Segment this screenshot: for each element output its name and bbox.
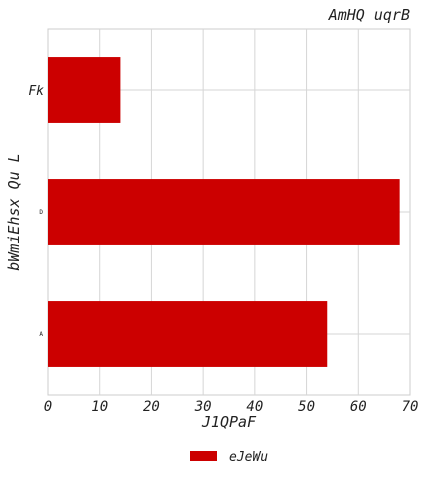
- bars: [48, 57, 400, 367]
- x-tick-label: 70: [402, 399, 419, 415]
- x-tick-label: 50: [298, 399, 315, 415]
- legend-swatch: [190, 451, 217, 461]
- y-tick-label: D: [39, 209, 43, 216]
- x-tick-label: 20: [143, 399, 160, 415]
- y-tick-labels: Fk D A: [28, 84, 44, 338]
- legend-label: eJeWu: [229, 450, 268, 465]
- chart-title: AmHQ uqrB: [328, 6, 410, 24]
- y-axis-title: bWmiEhsx Qu L: [5, 153, 23, 270]
- bar-d: [48, 179, 400, 245]
- x-tick-label: 0: [44, 399, 52, 415]
- y-tick-label: Fk: [28, 84, 44, 99]
- bar-a: [48, 301, 328, 367]
- legend: eJeWu: [190, 450, 268, 465]
- x-axis-title: J1QPaF: [201, 413, 257, 431]
- x-tick-label: 10: [91, 399, 108, 415]
- x-tick-label: 30: [194, 399, 212, 415]
- y-tick-label: A: [39, 331, 43, 338]
- bar-fk: [48, 57, 121, 123]
- x-tick-label: 60: [350, 399, 367, 415]
- x-tick-label: 40: [246, 399, 263, 415]
- x-tick-labels: 0 10 20 30 40 50 60 70: [44, 399, 419, 415]
